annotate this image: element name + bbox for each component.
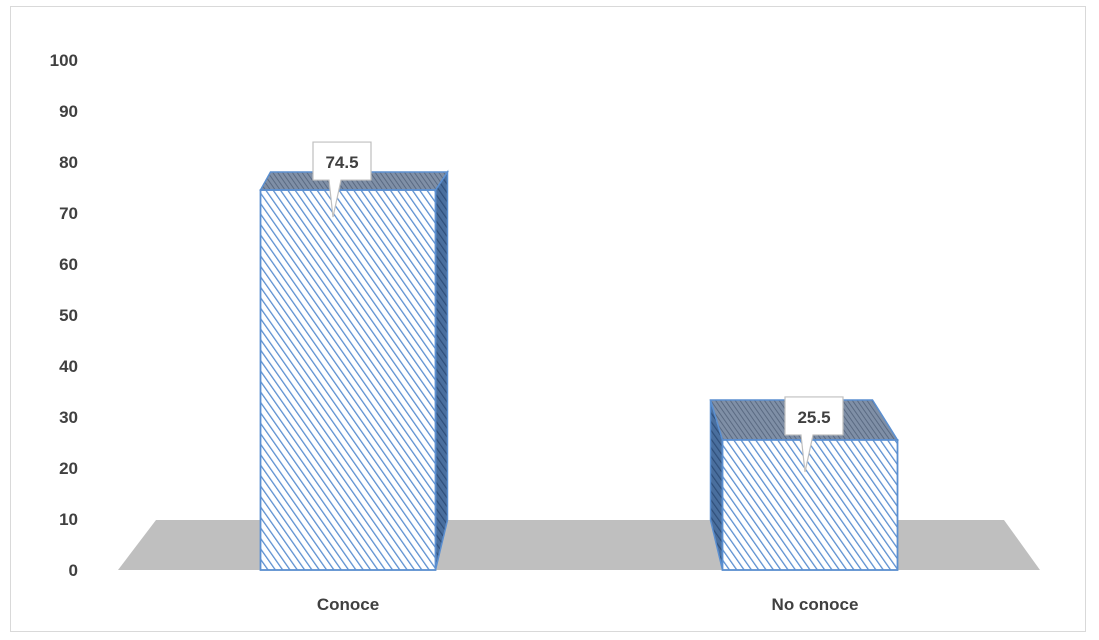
data-label: 74.5 (325, 153, 358, 172)
y-tick-label: 100 (50, 51, 78, 70)
x-category-label: Conoce (317, 595, 379, 614)
x-axis: Conoce No conoce (317, 595, 859, 614)
x-category-label: No conoce (772, 595, 859, 614)
chart-floor-layer (118, 520, 1040, 570)
y-tick-label: 60 (59, 255, 78, 274)
data-label: 25.5 (797, 408, 830, 427)
y-tick-label: 90 (59, 102, 78, 121)
data-label-callout: 25.5 (784, 396, 844, 473)
data-label-box (784, 396, 844, 473)
data-labels: 74.5 25.5 (312, 141, 844, 473)
bars (259, 169, 899, 571)
bar-side-face (434, 169, 449, 571)
y-tick-label: 50 (59, 306, 78, 325)
data-label-box (312, 141, 372, 218)
y-tick-label: 80 (59, 153, 78, 172)
y-tick-label: 30 (59, 408, 78, 427)
bar-front-face (259, 189, 437, 571)
data-label-callout: 74.5 (312, 141, 372, 218)
y-tick-label: 20 (59, 459, 78, 478)
chart-floor (118, 520, 1040, 570)
bar-conoce (259, 169, 449, 571)
y-axis: 0 10 20 30 40 50 60 70 80 90 100 (50, 51, 78, 580)
y-tick-label: 0 (69, 561, 78, 580)
y-tick-label: 70 (59, 204, 78, 223)
bar-front-face (721, 439, 899, 571)
y-tick-label: 40 (59, 357, 78, 376)
y-tick-label: 10 (59, 510, 78, 529)
